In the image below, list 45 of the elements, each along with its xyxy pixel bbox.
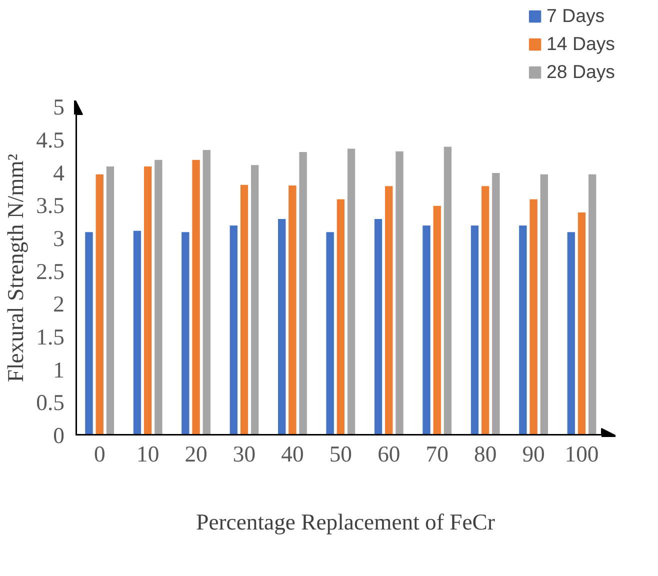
- x-tick-label: 0: [94, 442, 106, 466]
- x-tick-label: 60: [378, 442, 400, 466]
- x-tick-label: 10: [136, 442, 160, 466]
- y-tick-label: 2.5: [36, 258, 65, 284]
- y-tick-label: 2: [53, 292, 64, 317]
- bar: [336, 198, 346, 436]
- bar: [588, 174, 597, 436]
- bar: [443, 146, 452, 436]
- legend-label: 7 Days: [546, 5, 605, 27]
- bar: [132, 230, 142, 436]
- x-tick-label: 50: [329, 442, 352, 466]
- y-tick-label: 0.5: [36, 390, 65, 416]
- bar: [240, 184, 249, 436]
- y-axis-title: Flexural Strength N/mm²: [3, 154, 28, 382]
- y-tick-label: 0: [53, 423, 64, 448]
- y-tick-label: 5: [53, 94, 64, 120]
- x-tick-label: 80: [474, 442, 497, 466]
- x-tick-label: 30: [232, 442, 256, 466]
- y-tick-label: 1: [53, 357, 64, 382]
- y-tick-label: 4: [53, 160, 64, 186]
- legend-label: 28 Days: [546, 61, 615, 83]
- y-tick-label: 4.5: [36, 127, 65, 152]
- bar: [250, 164, 260, 436]
- bar: [143, 166, 152, 436]
- x-tick-label: 70: [426, 442, 448, 466]
- x-tick-label: 40: [281, 442, 304, 466]
- bar: [326, 232, 334, 436]
- bar: [346, 148, 356, 436]
- x-axis-title: Percentage Replacement of FeCr: [196, 510, 496, 534]
- bar: [566, 232, 576, 436]
- bar: [492, 172, 500, 436]
- y-tick-label: 3.5: [36, 193, 65, 218]
- bar: [154, 159, 163, 436]
- bar: [470, 225, 480, 436]
- y-tick-label: 1.5: [36, 324, 65, 350]
- bar: [374, 218, 383, 436]
- bar: [229, 225, 238, 436]
- bar: [106, 166, 115, 436]
- x-tick-label: 90: [522, 442, 545, 466]
- x-tick-label: 100: [564, 442, 599, 466]
- legend-label: 14 Days: [546, 33, 615, 55]
- bar: [577, 212, 586, 436]
- y-tick-label: 3: [53, 226, 64, 251]
- x-tick-label: 20: [184, 442, 208, 466]
- bar: [480, 186, 490, 436]
